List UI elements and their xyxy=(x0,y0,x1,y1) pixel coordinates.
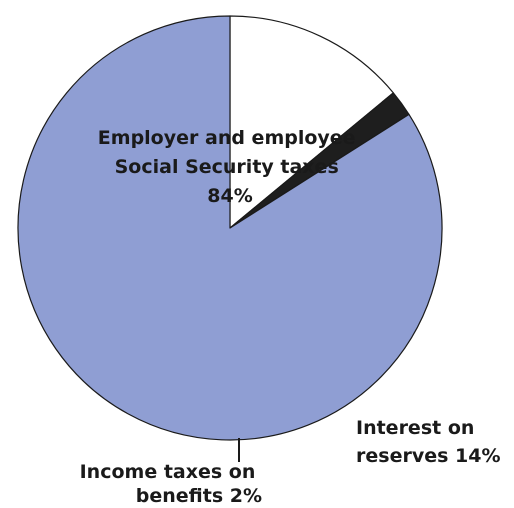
pie-slices xyxy=(17,15,443,441)
label-income-taxes-on-benefits: Income taxes on benefits 2% xyxy=(80,461,262,507)
label-interest-on-reserves: Interest on reserves 14% xyxy=(356,417,501,467)
slice-interest-on-reserves xyxy=(229,15,394,229)
slice-employer-employee-taxes xyxy=(17,15,443,441)
label-employer-employee-taxes: Employer and employee Social Security ta… xyxy=(98,127,362,207)
